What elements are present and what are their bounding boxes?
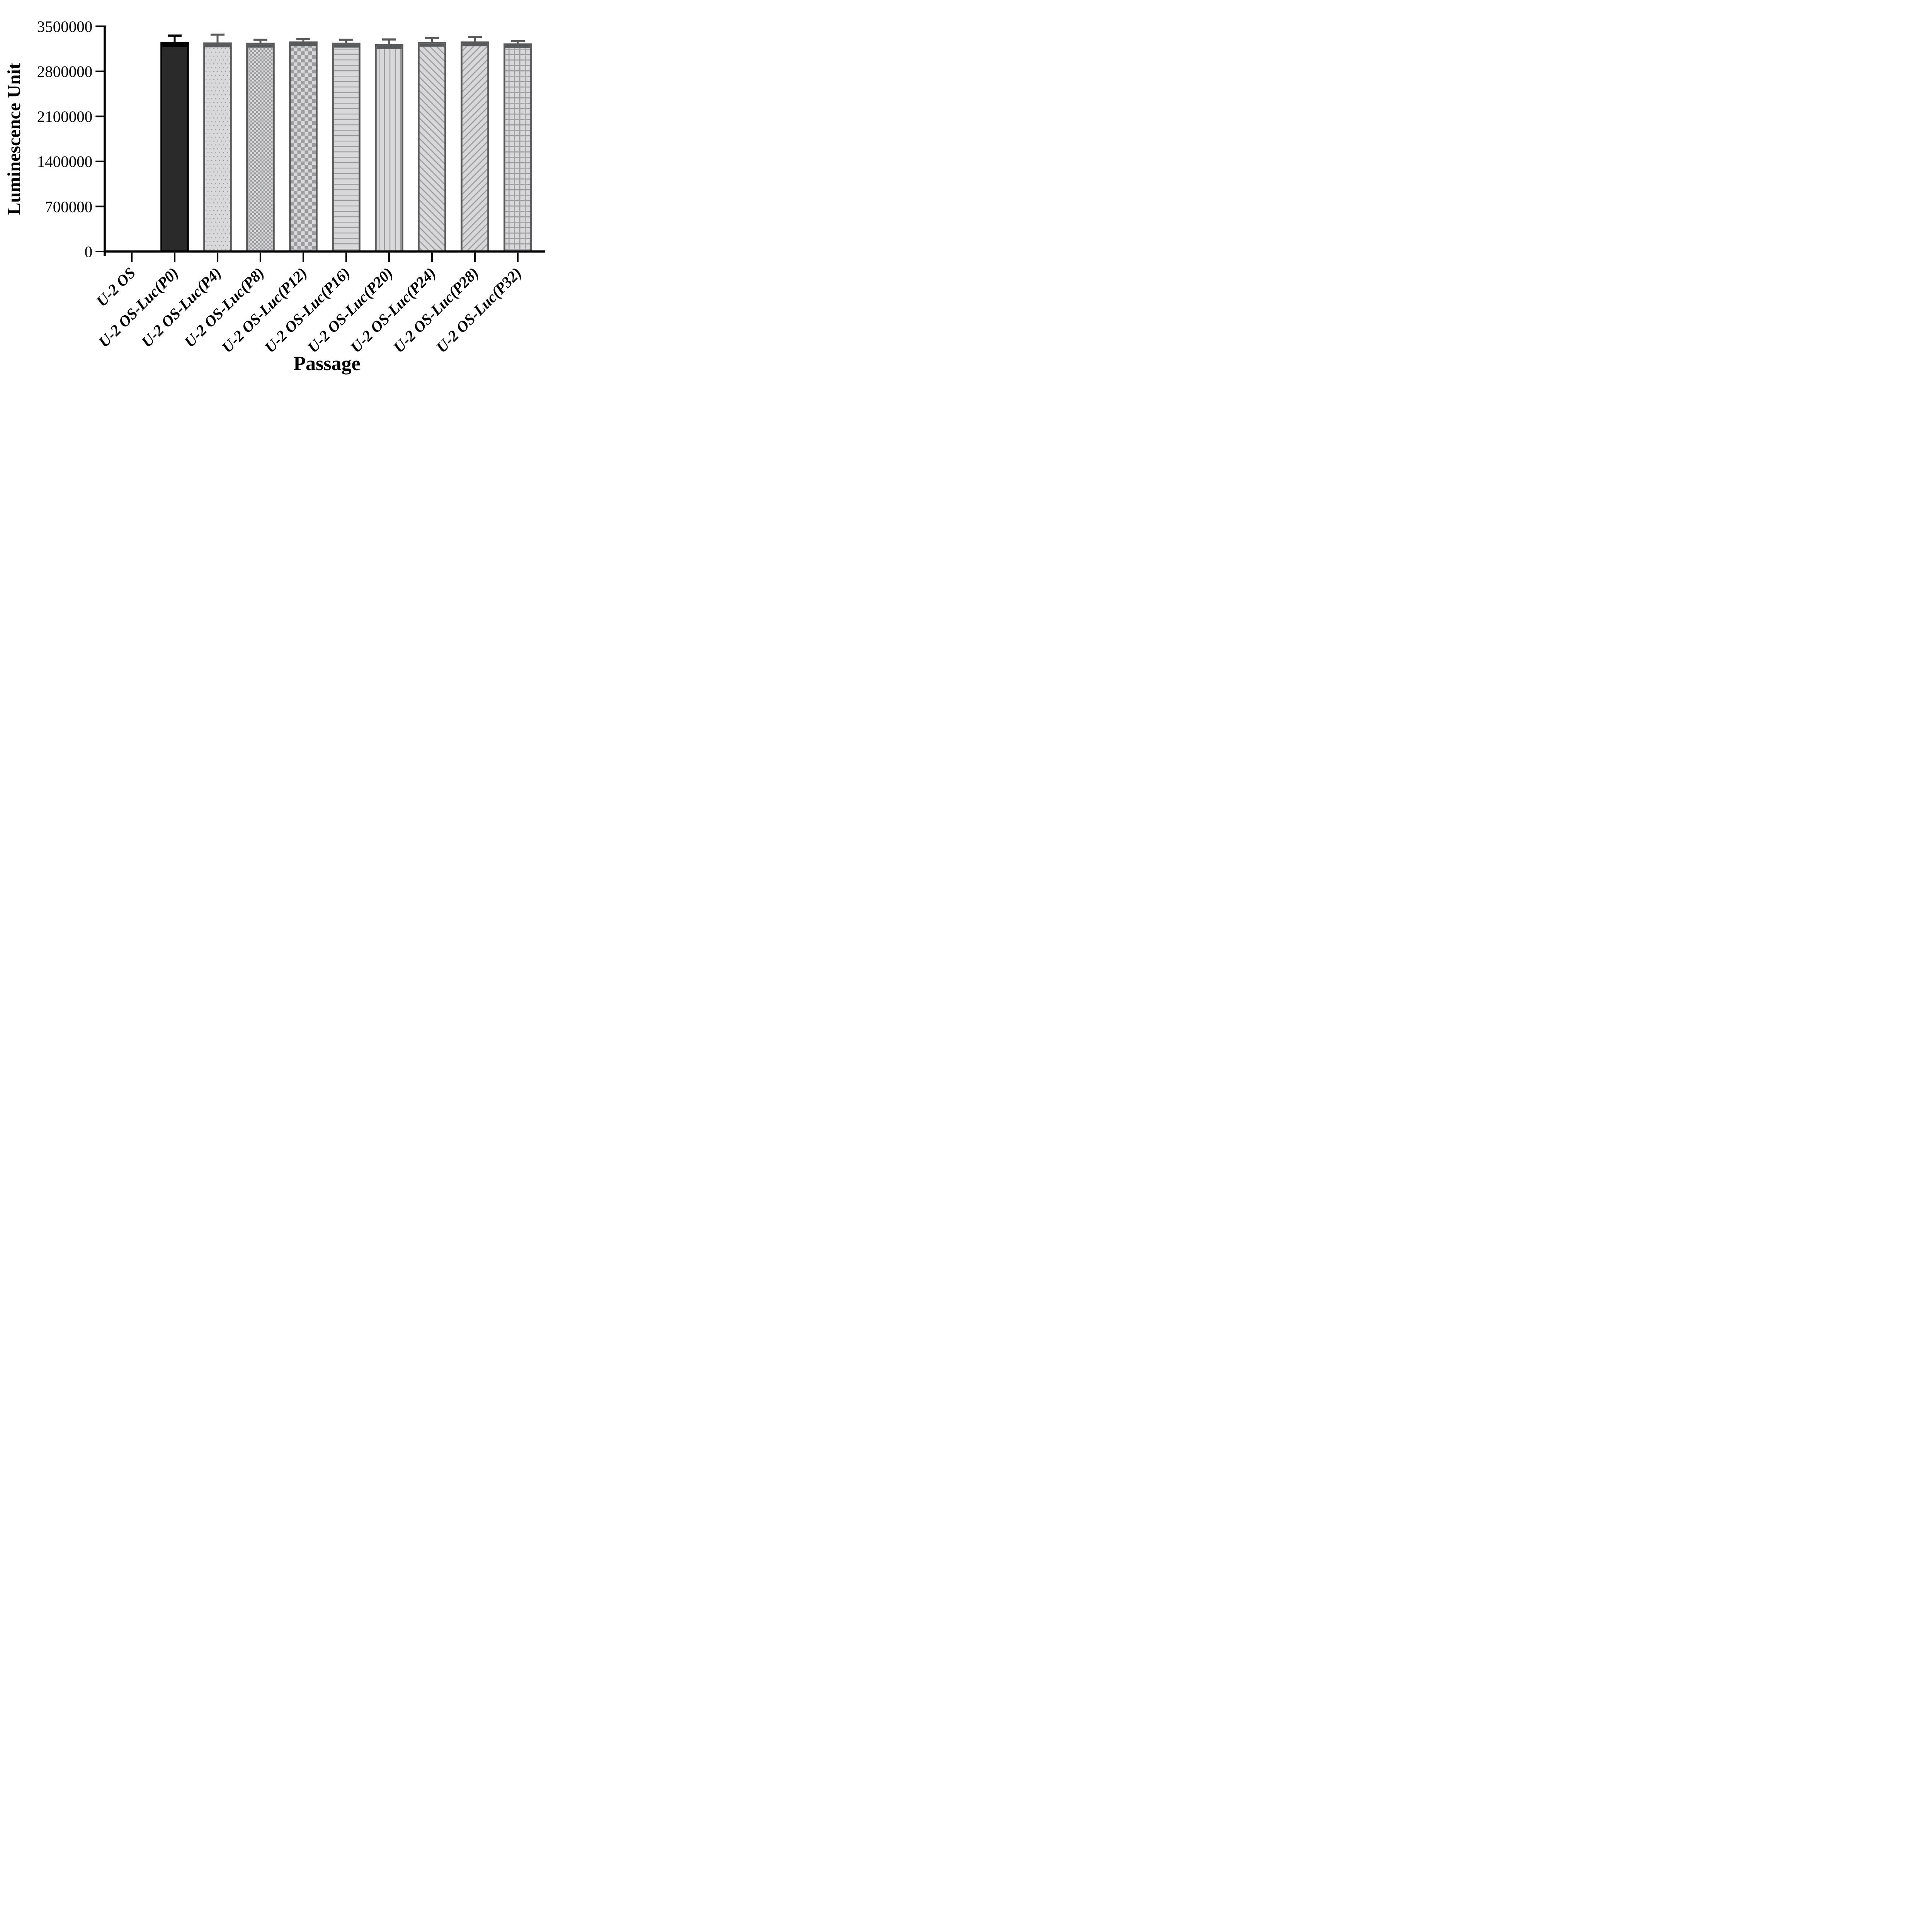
y-axis-title: Luminescence Unit xyxy=(4,63,24,215)
bar-top-edge xyxy=(419,43,445,47)
error-bar-stem xyxy=(388,39,390,46)
bar-top-edge xyxy=(376,46,402,49)
error-bar-cap xyxy=(382,38,396,41)
error-bar-cap xyxy=(211,33,224,36)
error-bar-stem xyxy=(474,37,476,43)
error-bar-stem xyxy=(173,36,176,44)
error-bar-stem xyxy=(302,39,304,43)
error-bar-cap xyxy=(253,39,267,41)
bar-u-2-os-luc-p8- xyxy=(246,42,275,253)
bar-top-edge xyxy=(505,45,531,48)
error-bar-cap xyxy=(168,34,182,37)
luminescence-bar-chart-figure: 0 700000 1400000 2100000 2800000 3500000 U-2 O… xyxy=(0,0,567,385)
y-tick-label: 3500000 xyxy=(37,17,93,35)
error-bar-stem xyxy=(517,41,519,45)
bar-top-edge xyxy=(248,44,273,48)
error-bar-stem xyxy=(431,37,433,44)
bar-top-edge xyxy=(462,43,488,46)
y-tick-label: 700000 xyxy=(45,198,92,216)
bar-top-edge xyxy=(162,44,187,47)
bar-u-2-os-luc-p32- xyxy=(503,43,532,253)
y-tick-label: 0 xyxy=(85,243,93,260)
error-bar-cap xyxy=(468,36,482,39)
y-tick-label: 1400000 xyxy=(37,153,93,170)
error-bar-stem xyxy=(345,39,347,44)
error-bar-cap xyxy=(296,38,310,41)
y-tick-label: 2800000 xyxy=(37,63,93,80)
error-bar-stem xyxy=(216,34,219,44)
error-bar-cap xyxy=(339,39,353,41)
bar-top-edge xyxy=(333,44,359,48)
error-bar-cap xyxy=(511,40,525,42)
bar-top-edge xyxy=(291,43,316,46)
bar-top-edge xyxy=(205,44,230,48)
y-tick-label: 2100000 xyxy=(37,108,93,126)
error-bar-stem xyxy=(259,39,262,44)
bar-u-2-os-luc-p12- xyxy=(289,41,318,253)
bar-u-2-os-luc-p0- xyxy=(160,42,189,253)
bar-u-2-os-luc-p4- xyxy=(203,42,232,253)
x-axis-title: Passage xyxy=(293,353,360,375)
error-bar-cap xyxy=(425,37,439,39)
bar-u-2-os-luc-p24- xyxy=(418,42,446,253)
bar-u-2-os-luc-p20- xyxy=(375,44,403,253)
bar-u-2-os-luc-p16- xyxy=(332,42,361,253)
bar-u-2-os-luc-p28- xyxy=(461,41,489,253)
